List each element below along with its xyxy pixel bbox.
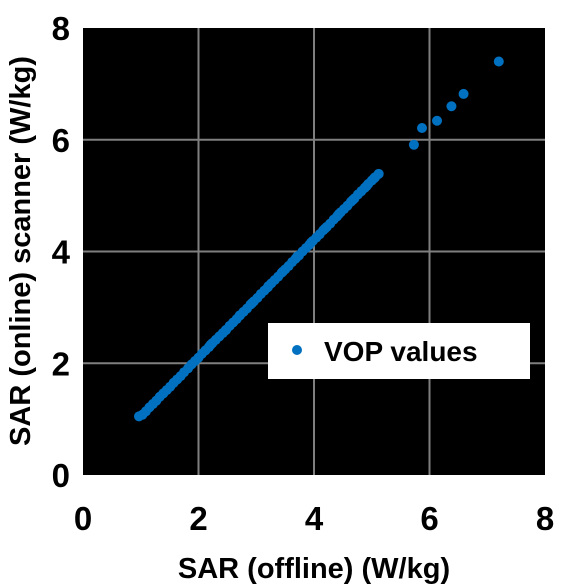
x-tick-label: 2 [189, 500, 207, 537]
y-tick-label: 6 [52, 122, 70, 159]
data-point [306, 237, 317, 248]
y-axis-ticks: 0 2 4 6 8 [52, 10, 71, 494]
data-point [234, 310, 245, 321]
data-point [446, 101, 457, 112]
data-point [277, 266, 288, 277]
y-tick-label: 0 [52, 457, 70, 494]
data-point [458, 88, 469, 99]
data-point [432, 115, 443, 126]
x-tick-label: 4 [305, 500, 324, 537]
legend-marker [292, 345, 302, 355]
data-point [205, 339, 216, 350]
x-tick-label: 6 [420, 500, 438, 537]
data-point [263, 281, 274, 292]
x-tick-label: 0 [74, 500, 92, 537]
data-point [416, 123, 427, 134]
y-tick-label: 2 [52, 345, 70, 382]
legend: VOP values [268, 323, 530, 379]
legend-label: VOP values [324, 336, 478, 367]
data-point [247, 297, 258, 308]
data-point [333, 209, 344, 220]
data-point [292, 251, 303, 262]
x-tick-label: 8 [536, 500, 554, 537]
y-tick-label: 4 [52, 234, 71, 271]
data-point [347, 195, 358, 206]
legend-box [268, 323, 530, 379]
y-tick-label: 8 [52, 10, 70, 47]
data-point [369, 173, 380, 184]
data-point [361, 181, 372, 192]
data-point [493, 56, 504, 67]
data-point [319, 223, 330, 234]
x-axis-title: SAR (offline) (W/kg) [178, 553, 450, 585]
y-axis-title: SAR (online) scanner (W/kg) [5, 56, 37, 446]
data-point [408, 139, 419, 150]
data-point [220, 325, 231, 336]
x-axis-ticks: 0 2 4 6 8 [74, 500, 554, 537]
data-points [134, 56, 504, 422]
